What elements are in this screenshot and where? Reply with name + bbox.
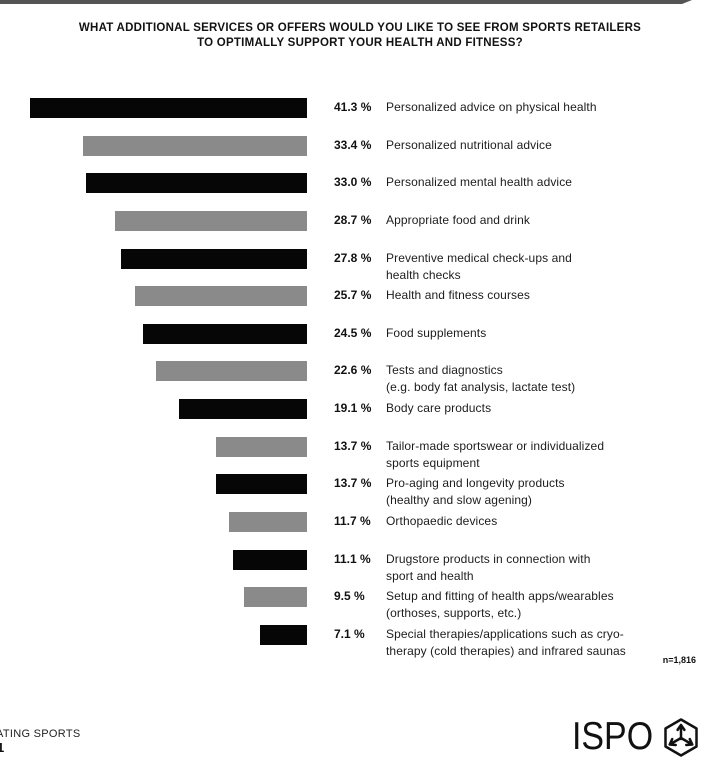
- bar-category-label-line: sport and health: [386, 568, 474, 583]
- bar: [233, 549, 308, 570]
- bar-category-label-line: (healthy and slow agening): [386, 493, 533, 508]
- bar-category-label: Health and fitness courses: [386, 287, 716, 304]
- bar-value-label: 11.7 %: [334, 514, 371, 529]
- bar: [143, 323, 308, 344]
- bar-category-label-line: Personalized nutritional advice: [386, 137, 552, 152]
- bar-value-label: 33.4 %: [334, 137, 372, 152]
- bar-category-label: Pro-aging and longevity products (healthy…: [386, 475, 716, 509]
- bar: [259, 624, 308, 645]
- bar: [83, 135, 308, 156]
- bar-value-label: 9.5 %: [334, 589, 365, 604]
- bar-category-label-line: Food supplements: [386, 325, 487, 340]
- bar-category-label-line: Body care products: [386, 401, 492, 416]
- footer-partial-text: ATING SPORTS: [0, 728, 81, 740]
- bar: [215, 436, 308, 457]
- bar: [30, 98, 308, 118]
- page-top-strip: [0, 0, 692, 4]
- chart-row: 33.4 % Personalized nutritional advice: [0, 127, 720, 165]
- bar-category-label-line: sports equipment: [386, 455, 480, 470]
- bar-category-label-line: Pro-aging and longevity products: [386, 476, 565, 491]
- chart-row: 22.6 % Tests and diagnostics (e.g. body f…: [0, 352, 720, 394]
- chart-row: 7.1 % Special therapies/applications suc…: [0, 616, 720, 658]
- brand-logo: ISPO: [572, 716, 701, 758]
- bar-category-label-line: health checks: [386, 267, 461, 282]
- bar-category-label: Preventive medical check-ups and health c…: [386, 250, 716, 284]
- chart-row: 13.7 % Pro-aging and longevity products (…: [0, 465, 720, 507]
- bar-category-label-line: Appropriate food and drink: [386, 212, 531, 227]
- chart-title-line-1: WHAT ADDITIONAL SERVICES OR OFFERS WOULD…: [78, 22, 642, 34]
- bar-category-label: Body care products: [386, 400, 716, 417]
- sample-size-label: n=1,816: [662, 655, 696, 665]
- bar-category-label-line: (orthoses, supports, etc.): [386, 606, 522, 621]
- bar: [243, 587, 308, 608]
- chart-row: 27.8 % Preventive medical check-ups and h…: [0, 240, 720, 282]
- bar-category-label: Orthopaedic devices: [386, 513, 716, 530]
- chart-title: WHAT ADDITIONAL SERVICES OR OFFERS WOULD…: [0, 21, 720, 51]
- bar-chart: 41.3 % Personalized advice on physical h…: [0, 89, 720, 658]
- bar: [135, 286, 308, 307]
- chart-row: 41.3 % Personalized advice on physical h…: [0, 89, 720, 127]
- bar-value-label: 33.0 %: [334, 175, 372, 190]
- bar-category-label-line: Preventive medical check-ups and: [386, 250, 572, 265]
- bar-category-label: Setup and fitting of health apps/wearabl…: [386, 588, 716, 622]
- bar-category-label-line: Health and fitness courses: [386, 288, 531, 303]
- bar-value-label: 13.7 %: [334, 438, 372, 453]
- bar: [215, 474, 308, 495]
- bar-value-label: 19.1 %: [334, 401, 372, 416]
- bar-category-label-line: Orthopaedic devices: [386, 514, 498, 529]
- chart-title-line-2: TO OPTIMALLY SUPPORT YOUR HEALTH AND FIT…: [197, 37, 523, 49]
- bar-value-label: 24.5 %: [334, 325, 372, 340]
- bar-category-label-line: (e.g. body fat analysis, lactate test): [386, 380, 576, 395]
- bar: [155, 361, 308, 382]
- bar-value-label: 41.3 %: [334, 100, 372, 114]
- bar-category-label-line: Setup and fitting of health apps/wearabl…: [386, 589, 614, 604]
- bar: [86, 173, 308, 194]
- bar-category-label-line: Tailor-made sportswear or individualized: [386, 438, 605, 453]
- chart-row: 19.1 % Body care products: [0, 390, 720, 428]
- chart-row: 11.7 % Orthopaedic devices: [0, 503, 720, 541]
- bar-category-label: Personalized nutritional advice: [386, 137, 716, 154]
- chart-row: 13.7 % Tailor-made sportswear or individ…: [0, 428, 720, 470]
- footer-partial-glyph: 1: [0, 740, 5, 755]
- bar-category-label-line: Personalized advice on physical health: [386, 100, 597, 114]
- bar-value-label: 22.6 %: [334, 363, 372, 378]
- brand-wordmark: ISPO: [572, 715, 654, 758]
- bar-category-label: Special therapies/applications such as c…: [386, 626, 716, 660]
- bar-category-label-line: Drugstore products in connection with: [386, 551, 591, 566]
- chart-row: 33.0 % Personalized mental health advice: [0, 164, 720, 202]
- bar-category-label: Tests and diagnostics (e.g. body fat anal…: [386, 362, 716, 396]
- bar-category-label: Personalized mental health advice: [386, 174, 716, 191]
- bar: [228, 512, 308, 533]
- chart-row: 11.1 % Drugstore products in connection …: [0, 541, 720, 583]
- chart-row: 25.7 % Health and fitness courses: [0, 277, 720, 315]
- bar-category-label: Personalized advice on physical health: [386, 99, 716, 116]
- bar-value-label: 25.7 %: [334, 288, 372, 303]
- chart-row: 24.5 % Food supplements: [0, 315, 720, 353]
- bar: [114, 210, 308, 231]
- bar: [179, 399, 308, 420]
- bar-category-label-line: Special therapies/applications such as c…: [386, 626, 624, 641]
- bar-category-label-line: Tests and diagnostics: [386, 363, 503, 378]
- bar-category-label: Drugstore products in connection with spo…: [386, 551, 716, 585]
- bar-category-label: Tailor-made sportswear or individualized…: [386, 438, 716, 472]
- chart-row: 28.7 % Appropriate food and drink: [0, 202, 720, 240]
- bar-category-label: Food supplements: [386, 325, 716, 342]
- bar-value-label: 28.7 %: [334, 212, 372, 227]
- bar-value-label: 13.7 %: [334, 476, 372, 491]
- bar-category-label: Appropriate food and drink: [386, 212, 716, 229]
- bar: [120, 248, 308, 269]
- bar-category-label-line: Personalized mental health advice: [386, 175, 573, 190]
- ispo-hexagon-arrows-icon: [664, 718, 698, 757]
- bar-value-label: 11.1 %: [334, 551, 371, 566]
- bar-value-label: 27.8 %: [334, 250, 372, 265]
- bar-value-label: 7.1 %: [334, 626, 365, 641]
- chart-row: 9.5 % Setup and fitting of health apps/w…: [0, 578, 720, 620]
- bar-category-label-line: therapy (cold therapies) and infrared sa…: [386, 643, 626, 658]
